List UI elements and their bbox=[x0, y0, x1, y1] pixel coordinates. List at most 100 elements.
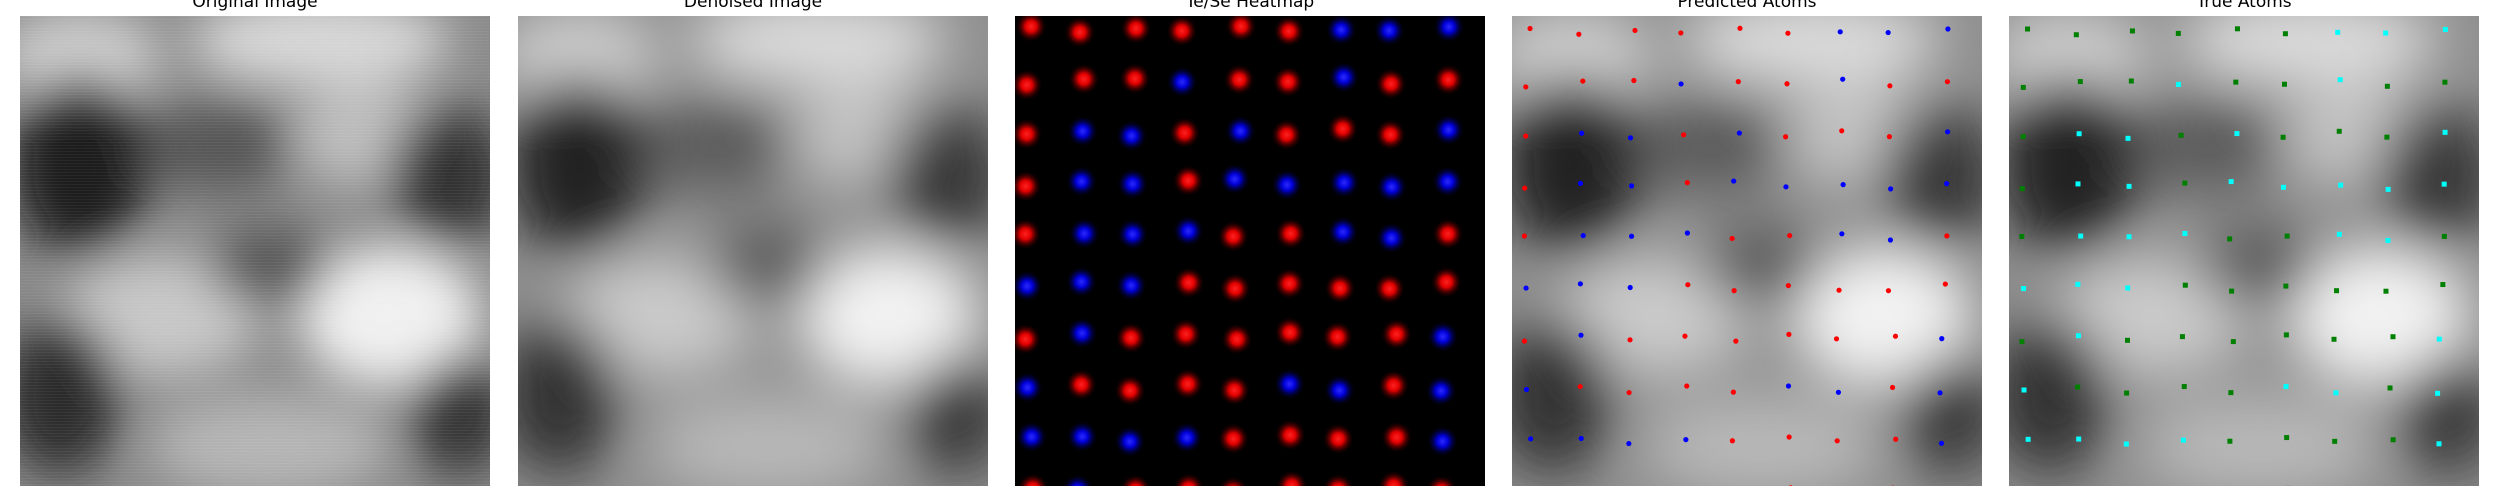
true-te-atom bbox=[2283, 332, 2289, 338]
te-spot bbox=[1272, 16, 1305, 48]
te-spot bbox=[1273, 267, 1306, 300]
se-spot bbox=[1116, 167, 1149, 200]
predicted-background bbox=[1512, 16, 1982, 486]
predicted-te-atom bbox=[1885, 288, 1892, 294]
predicted-se-atom bbox=[1835, 389, 1842, 395]
te-spot bbox=[1165, 16, 1198, 47]
predicted-se-atom bbox=[1678, 81, 1684, 87]
predicted-te-atom bbox=[1627, 337, 1633, 343]
predicted-te-atom bbox=[1682, 333, 1688, 339]
predicted-te-atom bbox=[1685, 282, 1691, 288]
true-se-atom bbox=[2021, 286, 2027, 292]
predicted-se-atom bbox=[1628, 233, 1635, 239]
predicted-se-atom bbox=[1887, 237, 1894, 243]
te-spot bbox=[1322, 473, 1354, 486]
true-te-atom bbox=[2077, 79, 2083, 85]
se-spot bbox=[1375, 170, 1408, 203]
true-te-atom bbox=[2128, 78, 2134, 84]
predicted-se-atom bbox=[1944, 181, 1950, 187]
te-spot bbox=[1017, 472, 1049, 486]
predicted-se-atom bbox=[1627, 284, 1633, 291]
true-se-atom bbox=[2385, 186, 2391, 192]
true-te-atom bbox=[2175, 30, 2181, 36]
te-spot bbox=[1377, 470, 1410, 486]
predicted-te-atom bbox=[1786, 434, 1792, 440]
true-se-atom bbox=[2021, 387, 2027, 393]
true-te-atom bbox=[2019, 186, 2025, 192]
true-se-atom bbox=[2385, 237, 2391, 243]
true-se-atom bbox=[2442, 129, 2448, 135]
predicted-te-atom bbox=[1733, 338, 1739, 344]
true-te-atom bbox=[2124, 390, 2130, 396]
predicted-te-atom bbox=[1678, 30, 1684, 36]
predicted-se-atom bbox=[1837, 29, 1843, 35]
te-spot bbox=[1426, 474, 1457, 486]
te-spot bbox=[1015, 218, 1042, 251]
te-spot bbox=[1119, 16, 1152, 45]
se-spot bbox=[1015, 371, 1044, 404]
predicted-se-atom bbox=[1840, 76, 1846, 82]
true-te-atom bbox=[2125, 337, 2131, 343]
se-spot bbox=[1426, 425, 1459, 458]
true-se-atom bbox=[2383, 30, 2389, 36]
te-spot bbox=[1168, 116, 1201, 149]
true-te-atom bbox=[2230, 339, 2236, 345]
true-se-atom bbox=[2337, 77, 2343, 83]
true-se-atom bbox=[2441, 181, 2447, 187]
predicted-te-atom bbox=[1886, 134, 1893, 140]
predicted-te-atom bbox=[1737, 25, 1743, 31]
true-te-atom bbox=[2441, 233, 2447, 239]
true-te-atom bbox=[2233, 79, 2239, 85]
te-spot bbox=[1377, 369, 1410, 402]
te-spot bbox=[1118, 62, 1151, 95]
te-spot bbox=[1373, 272, 1406, 305]
predicted-te-atom bbox=[1944, 79, 1951, 85]
true-te-atom bbox=[2331, 336, 2337, 342]
te-spot bbox=[1430, 266, 1463, 299]
predicted-te-atom bbox=[1786, 331, 1792, 337]
original-image bbox=[20, 16, 490, 486]
te-spot bbox=[1120, 473, 1152, 486]
te-spot bbox=[1220, 323, 1253, 356]
predicted-te-atom bbox=[1729, 235, 1735, 242]
se-spot bbox=[1375, 221, 1408, 254]
true-te-atom bbox=[2283, 283, 2289, 289]
predicted-te-atom bbox=[1942, 281, 1948, 287]
true-se-atom bbox=[2126, 183, 2132, 189]
te-spot bbox=[1217, 220, 1250, 253]
se-spot bbox=[1273, 367, 1306, 400]
true-te-atom bbox=[2227, 236, 2233, 242]
predicted-te-atom bbox=[1521, 233, 1527, 239]
true-se-atom bbox=[2075, 181, 2081, 187]
true-se-atom bbox=[2125, 285, 2131, 291]
predicted-te-atom bbox=[1833, 336, 1840, 342]
predicted-te-atom bbox=[1785, 282, 1791, 289]
panel-heatmap: Te/Se Heatmap bbox=[1015, 0, 1485, 500]
te-spot bbox=[1115, 321, 1148, 354]
se-spot bbox=[1115, 119, 1148, 152]
predicted-te-atom bbox=[1836, 287, 1842, 293]
panel-title-heatmap: Te/Se Heatmap bbox=[1185, 0, 1315, 12]
predicted-se-atom bbox=[1528, 436, 1534, 442]
se-spot bbox=[1373, 16, 1406, 47]
true-se-atom bbox=[2333, 390, 2339, 396]
true-te-atom bbox=[2182, 282, 2188, 288]
true-te-atom bbox=[2442, 79, 2448, 85]
te-spot bbox=[1172, 266, 1205, 299]
predicted-te-atom bbox=[1684, 383, 1690, 389]
true-te-atom bbox=[2384, 134, 2390, 140]
se-spot bbox=[1166, 65, 1199, 98]
predicted-te-atom bbox=[1577, 383, 1583, 390]
predicted-te-atom bbox=[1730, 389, 1736, 395]
se-spot bbox=[1015, 270, 1044, 303]
true-te-atom bbox=[2019, 339, 2025, 345]
true-atoms-image bbox=[2009, 16, 2479, 486]
te-spot bbox=[1065, 368, 1098, 401]
true-te-atom bbox=[2020, 84, 2026, 90]
te-spot bbox=[1274, 217, 1307, 250]
true-se-atom bbox=[2336, 231, 2342, 237]
predicted-te-atom bbox=[1626, 389, 1632, 396]
predicted-se-atom bbox=[1944, 129, 1951, 135]
se-spot bbox=[1270, 168, 1303, 201]
true-te-atom bbox=[2227, 438, 2233, 444]
